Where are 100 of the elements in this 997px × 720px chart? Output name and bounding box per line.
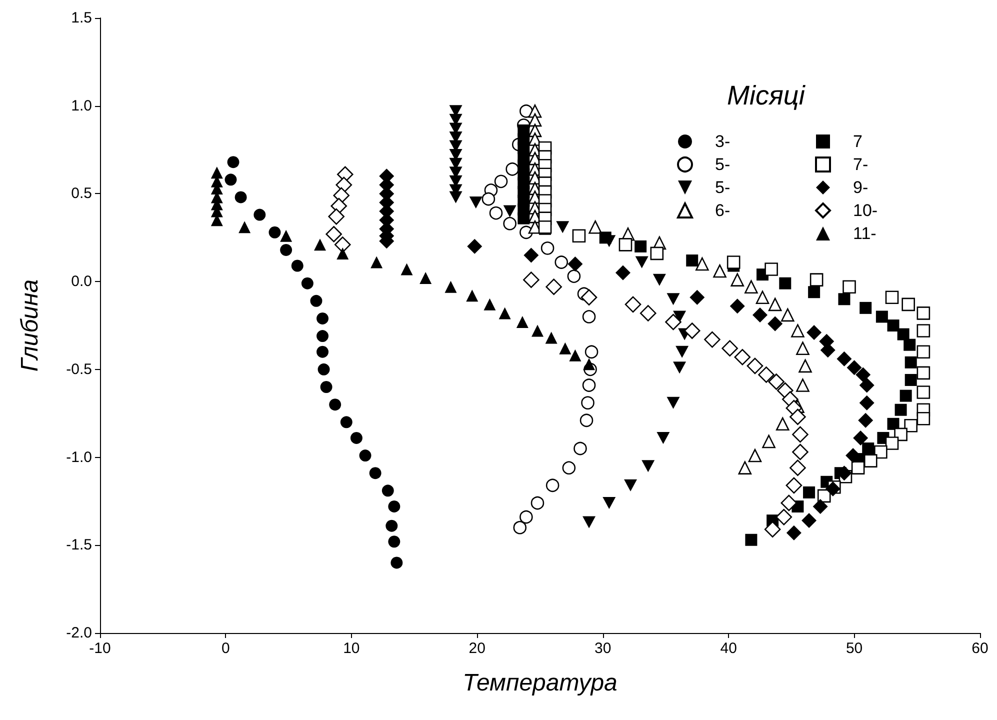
point	[846, 360, 862, 376]
point	[752, 307, 768, 322]
point	[902, 298, 915, 312]
point	[316, 312, 329, 324]
point	[635, 256, 648, 268]
point	[310, 294, 322, 307]
point	[776, 508, 792, 526]
y-tick-label: 1.5	[71, 10, 92, 26]
point	[224, 174, 237, 186]
point	[280, 244, 292, 256]
point	[676, 346, 689, 358]
point	[803, 486, 816, 498]
x-tick-label: 30	[594, 640, 612, 657]
point	[350, 432, 362, 444]
point	[780, 494, 798, 512]
point	[545, 332, 558, 344]
point	[764, 521, 781, 538]
y-tick-label: 0.5	[71, 185, 92, 202]
point	[599, 232, 612, 244]
point	[524, 248, 539, 263]
point	[254, 208, 266, 221]
point	[916, 412, 930, 426]
point	[885, 290, 899, 304]
point	[652, 274, 666, 286]
point	[894, 404, 907, 416]
x-tick-label: 40	[720, 640, 737, 657]
point	[904, 356, 917, 368]
legend-label: 3-	[715, 132, 730, 151]
point	[859, 378, 874, 393]
point	[370, 256, 383, 268]
point	[860, 302, 872, 314]
y-tick-label: -1.5	[66, 536, 92, 554]
point	[853, 430, 868, 446]
point	[684, 322, 700, 339]
point	[326, 226, 342, 242]
point	[904, 374, 917, 386]
point	[336, 247, 349, 260]
point	[624, 479, 638, 492]
point	[318, 363, 330, 376]
point	[887, 320, 900, 332]
point	[656, 432, 670, 444]
point	[615, 265, 630, 280]
point	[650, 246, 664, 260]
point	[316, 330, 329, 342]
point	[518, 212, 530, 224]
point	[802, 513, 817, 528]
y-axis-title: Глибина	[16, 279, 44, 372]
point	[386, 520, 398, 532]
point	[779, 277, 792, 290]
point	[582, 516, 596, 528]
point	[734, 348, 751, 366]
point	[420, 272, 432, 284]
point	[916, 324, 930, 338]
point	[730, 298, 745, 314]
point	[580, 289, 598, 306]
x-tick-label: 0	[222, 640, 230, 657]
point	[569, 349, 582, 362]
point	[238, 221, 251, 234]
point	[624, 296, 642, 313]
point	[634, 240, 647, 252]
point	[665, 314, 682, 330]
point	[806, 325, 822, 340]
point	[704, 331, 720, 348]
point	[726, 256, 740, 269]
legend-label: 7	[853, 132, 862, 151]
legend-label: 7-	[853, 155, 868, 174]
legend-label: 10-	[853, 201, 878, 220]
point	[836, 351, 852, 366]
point	[897, 328, 910, 340]
point	[444, 280, 457, 293]
point	[316, 346, 329, 358]
point	[484, 298, 496, 310]
y-tick-label: -2.0	[66, 624, 92, 642]
point	[640, 305, 656, 322]
point	[768, 374, 784, 390]
point	[390, 556, 403, 569]
point	[334, 236, 351, 253]
point	[340, 416, 352, 428]
point	[812, 498, 828, 514]
point	[531, 324, 544, 337]
legend-label: 5-	[715, 155, 730, 174]
point	[469, 196, 482, 208]
point	[746, 358, 764, 374]
point	[686, 254, 698, 266]
point	[916, 345, 930, 359]
point	[808, 286, 820, 298]
x-tick-label: 10	[343, 640, 360, 657]
point	[792, 426, 808, 443]
point	[546, 278, 562, 295]
point	[758, 366, 774, 383]
point	[388, 536, 400, 548]
point	[618, 238, 632, 252]
x-tick-label: 50	[846, 640, 863, 657]
point	[388, 500, 400, 512]
legend-title: Місяці	[727, 80, 806, 110]
point	[810, 273, 824, 286]
point	[572, 229, 586, 243]
point	[666, 293, 680, 306]
point	[885, 436, 899, 450]
legend-label: 5-	[715, 178, 730, 197]
